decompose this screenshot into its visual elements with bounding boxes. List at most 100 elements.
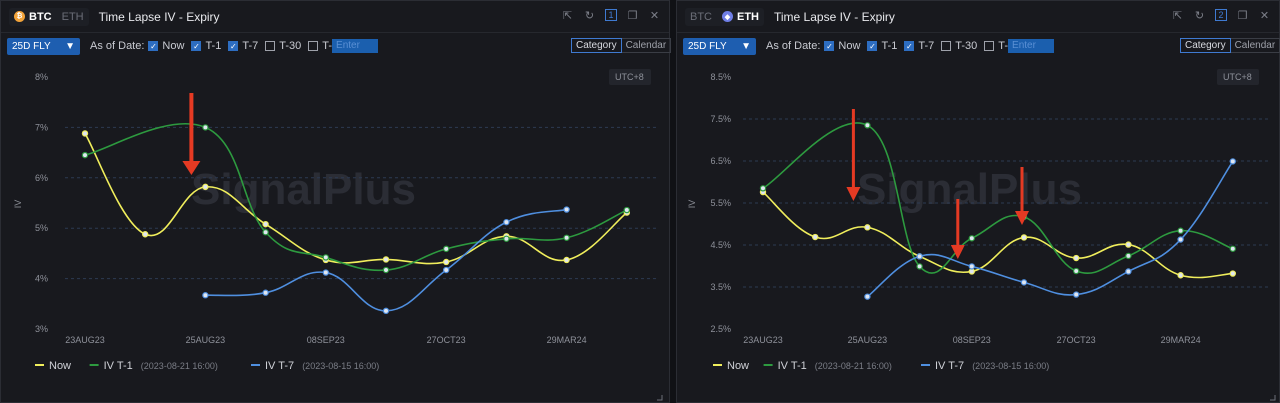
utc-badge: [609, 69, 651, 85]
resize-handle-icon: [1270, 395, 1276, 401]
checkbox-t7[interactable]: ✓ T-7: [228, 40, 258, 52]
annotation-arrow: [950, 199, 965, 259]
data-point-now: [81, 130, 89, 137]
metric-select[interactable]: 25D FLY ▼: [683, 37, 756, 55]
checkbox-t1[interactable]: ✓ T-1: [867, 40, 897, 52]
coin-tab-label: BTC: [29, 10, 52, 23]
checkbox-label: Now: [838, 40, 861, 52]
annotation-arrow: [846, 109, 861, 201]
x-tick-label: 08SEP23: [953, 335, 991, 345]
custom-days-input[interactable]: Enter: [332, 39, 379, 53]
data-point-t1: [759, 185, 767, 192]
data-point-now: [811, 233, 819, 241]
panel-toolbar: 25D FLY ▼ As of Date: ✓ Now ✓ T-1 ✓ T-7 T-3…: [1, 33, 672, 59]
y-tick-label: 4%: [35, 274, 48, 284]
iv-chart: SignalPlus UTC+8 8% 7% 6% 5% 4% 3% IV 23AUG23 25AU…: [13, 69, 663, 401]
caret-down-icon: ▼: [741, 40, 751, 52]
legend-label: IV T-1: [778, 360, 807, 372]
data-point-t1: [382, 266, 390, 274]
data-point-t1: [262, 229, 269, 236]
coin-tab-eth[interactable]: ◆ ETH: [717, 8, 764, 26]
data-point-t7: [563, 206, 570, 213]
checkbox-now[interactable]: ✓ Now: [824, 40, 860, 52]
data-point-now: [563, 256, 570, 264]
checkbox-box: [941, 41, 952, 51]
legend-label: IV T-7: [265, 360, 294, 372]
window-controls: ⇱ ↻ 1 ❐ ✕: [561, 9, 661, 22]
close-icon[interactable]: ✕: [1259, 10, 1270, 22]
data-point-now: [1177, 272, 1184, 279]
window-number-icon[interactable]: 2: [1215, 9, 1227, 21]
checkbox-t7[interactable]: ✓ T-7: [904, 40, 934, 52]
data-point-t7: [968, 263, 975, 270]
panel-divider[interactable]: [670, 0, 676, 403]
custom-days-input[interactable]: Enter: [1008, 39, 1055, 53]
data-point-t7: [443, 266, 450, 274]
coin-tab-eth[interactable]: ETH: [57, 8, 89, 26]
resize-handle-icon: [657, 395, 663, 401]
y-tick-label: 6%: [35, 173, 48, 183]
coin-tab-btc[interactable]: BTC: [685, 8, 717, 26]
data-point-t1: [563, 234, 570, 241]
checkbox-box: [308, 41, 319, 51]
data-point-now: [1020, 234, 1028, 241]
data-point-t7: [1020, 279, 1028, 286]
checkbox-now[interactable]: ✓ Now: [148, 40, 184, 52]
checkbox-custom[interactable]: T-: [984, 40, 1008, 52]
y-tick-label: 5.5%: [710, 198, 731, 208]
data-point-t1: [916, 263, 923, 270]
coin-tab-btc[interactable]: ₿ BTC: [9, 8, 57, 26]
data-point-t7: [202, 292, 209, 299]
coin-tab-label: ETH: [61, 10, 84, 23]
y-tick-label: 6.5%: [710, 156, 731, 166]
refresh-icon[interactable]: ↻: [1194, 10, 1205, 22]
close-icon[interactable]: ✕: [649, 10, 660, 22]
checkbox-label: T-30: [955, 40, 978, 52]
category-view-button[interactable]: Category: [1180, 38, 1231, 53]
utc-label: UTC+8: [1223, 72, 1252, 82]
coin-tabs: BTC ◆ ETH: [685, 7, 764, 26]
checkbox-t30[interactable]: T-30: [941, 40, 977, 52]
metric-select[interactable]: 25D FLY ▼: [7, 37, 80, 55]
calendar-view-button[interactable]: Calendar: [625, 40, 667, 51]
y-tick-label: 5%: [35, 223, 48, 233]
checkbox-t1[interactable]: ✓ T-1: [191, 40, 221, 52]
checkbox-label: T-30: [279, 40, 302, 52]
data-point-now: [141, 231, 149, 238]
panel-titlebar: BTC ◆ ETH Time Lapse IV - Expiry ⇱ ↻ 2 ❐…: [677, 1, 1279, 33]
checkbox-label: T-1: [881, 40, 898, 52]
refresh-icon[interactable]: ↻: [584, 10, 595, 22]
calendar-view-button[interactable]: Calendar: [1234, 40, 1276, 51]
annotation-arrow: [182, 93, 201, 175]
check-icon: ✓: [191, 41, 202, 51]
checkbox-t30[interactable]: T-30: [265, 40, 301, 52]
y-tick-label: 2.5%: [710, 324, 731, 334]
data-point-now: [1125, 241, 1132, 248]
series-line-t1: [762, 122, 1234, 274]
window-number-icon[interactable]: 1: [605, 9, 617, 21]
checkbox-box: [984, 41, 995, 51]
data-point-t7: [1229, 158, 1237, 165]
legend-label: IV T-7: [935, 360, 964, 372]
btc-panel: ₿ BTC ETH Time Lapse IV - Expiry ⇱ ↻ 1 ❐…: [0, 0, 672, 403]
y-tick-label: 8.5%: [710, 72, 731, 82]
external-link-icon[interactable]: ⇱: [1172, 10, 1183, 22]
coin-tab-label: BTC: [690, 10, 712, 23]
duplicate-icon[interactable]: ❐: [627, 10, 638, 22]
external-link-icon[interactable]: ⇱: [562, 10, 573, 22]
duplicate-icon[interactable]: ❐: [1237, 10, 1248, 22]
eth-panel: BTC ◆ ETH Time Lapse IV - Expiry ⇱ ↻ 2 ❐…: [676, 0, 1280, 403]
metric-select-value: 25D FLY: [12, 40, 51, 52]
series-line-now: [84, 133, 628, 265]
data-point-t1: [1229, 245, 1237, 252]
panel-title: Time Lapse IV - Expiry: [98, 9, 220, 24]
panel-title: Time Lapse IV - Expiry: [774, 9, 895, 24]
category-view-button[interactable]: Category: [571, 38, 622, 53]
check-icon: ✓: [824, 41, 835, 51]
data-point-now: [1229, 270, 1237, 277]
data-point-t1: [1073, 267, 1080, 275]
series-line-now: [762, 191, 1233, 279]
view-toggle: Category Calendar: [571, 38, 672, 53]
eth-icon: ◆: [722, 11, 733, 22]
checkbox-custom[interactable]: T-: [308, 40, 332, 52]
